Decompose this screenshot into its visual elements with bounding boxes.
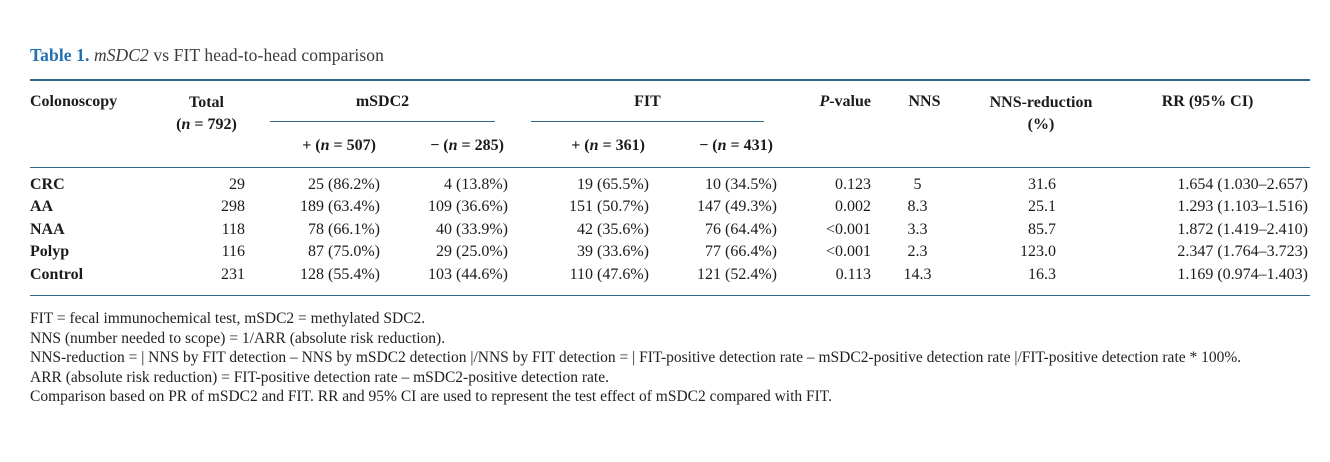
cell-naa-fit-pos: 42 (35.6%) (577, 220, 649, 238)
cell-control-msdc2-neg: 103 (44.6%) (428, 265, 508, 283)
row-label-crc: CRC (30, 176, 65, 193)
col-group-fit-label: FIT (531, 92, 764, 122)
footnote-abbreviations: FIT = fecal immunochemical test, mSDC2 =… (30, 310, 426, 328)
row-label-control: Control (30, 265, 84, 283)
col-header-total-line2: (n = 792) (176, 116, 237, 133)
cell-crc-nns-reduction: 31.6 (1028, 176, 1056, 193)
caption-text: vs FIT head-to-head comparison (148, 45, 384, 65)
cell-crc-msdc2-pos: 25 (86.2%) (308, 176, 380, 193)
cell-aa-nns: 8.3 (907, 198, 928, 216)
table-top-rule (30, 79, 1310, 81)
cell-naa-nns: 3.3 (907, 220, 928, 238)
col-header-msdc2-positive: + (n = 507) (302, 137, 376, 154)
cell-polyp-rr: 2.347 (1.764–3.723) (1177, 243, 1308, 261)
cell-crc-pvalue: 0.123 (835, 176, 871, 193)
table-header: Colonoscopy Total (n = 792) mSDC2 FIT + … (30, 81, 1310, 167)
cell-aa-msdc2-pos: 189 (63.4%) (300, 198, 380, 216)
table-footnotes: FIT = fecal immunochemical test, mSDC2 =… (30, 309, 1310, 407)
row-label-aa: AA (30, 198, 54, 216)
table-bottom-rule (30, 295, 1310, 297)
cell-aa-rr: 1.293 (1.103–1.516) (1177, 198, 1308, 216)
col-header-nns-reduction: NNS-reduction (%) (977, 81, 1105, 136)
col-header-pvalue: P-value (819, 93, 871, 110)
cell-aa-total: 298 (221, 198, 245, 216)
footnote-comparison-note: Comparison based on PR of mSDC2 and FIT.… (30, 388, 832, 406)
cell-polyp-total: 116 (221, 243, 245, 261)
col-header-fit-negative: − (n = 431) (699, 137, 773, 154)
col-group-msdc2-label: mSDC2 (270, 92, 495, 122)
col-header-nns-reduction-line2: (%) (1027, 116, 1055, 133)
col-header-nns: NNS (908, 93, 941, 110)
cell-aa-pvalue: 0.002 (835, 198, 871, 216)
cell-control-total: 231 (221, 265, 245, 283)
row-label-naa: NAA (30, 220, 65, 238)
cell-aa-msdc2-neg: 109 (36.6%) (428, 198, 508, 216)
cell-naa-msdc2-pos: 78 (66.1%) (308, 220, 380, 238)
cell-aa-nns-reduction: 25.1 (1028, 198, 1056, 216)
cell-aa-fit-pos: 151 (50.7%) (569, 198, 649, 216)
cell-polyp-nns: 2.3 (907, 243, 928, 261)
cell-polyp-nns-reduction: 123.0 (1020, 243, 1056, 261)
col-group-msdc2: mSDC2 (248, 81, 509, 122)
cell-naa-rr: 1.872 (1.419–2.410) (1177, 220, 1308, 238)
footnote-nns-definition: NNS (number needed to scope) = 1/ARR (ab… (30, 329, 446, 347)
col-header-rr: RR (95% CI) (1161, 93, 1254, 110)
cell-polyp-pvalue: <0.001 (825, 243, 871, 261)
caption-gene-name: mSDC2 (89, 45, 149, 65)
cell-naa-pvalue: <0.001 (825, 220, 871, 238)
col-group-fit: FIT (509, 81, 778, 122)
cell-control-fit-pos: 110 (47.6%) (569, 265, 649, 283)
col-header-fit-positive: + (n = 361) (571, 137, 645, 154)
cell-naa-msdc2-neg: 40 (33.9%) (436, 220, 508, 238)
cell-crc-nns: 5 (913, 176, 922, 193)
cell-polyp-msdc2-neg: 29 (25.0%) (436, 243, 508, 261)
footnote-arr-definition: ARR (absolute risk reduction) = FIT-posi… (30, 368, 609, 386)
table-number: Table 1. (30, 45, 90, 65)
table-caption: Table 1. mSDC2 vs FIT head-to-head compa… (30, 44, 1310, 66)
cell-aa-fit-neg: 147 (49.3%) (697, 198, 777, 216)
cell-crc-fit-pos: 19 (65.5%) (577, 176, 649, 193)
table-body: CRC 29 25 (86.2%) 4 (13.8%) 19 (65.5%) 1… (30, 168, 1310, 295)
cell-polyp-fit-neg: 77 (66.4%) (705, 243, 777, 261)
cell-crc-fit-neg: 10 (34.5%) (705, 176, 777, 193)
cell-control-fit-neg: 121 (52.4%) (697, 265, 777, 283)
cell-crc-total: 29 (229, 176, 245, 193)
footnote-nns-reduction-definition: NNS-reduction = | NNS by FIT detection –… (30, 349, 1242, 367)
table-header-rule (30, 167, 1310, 168)
cell-polyp-msdc2-pos: 87 (75.0%) (308, 243, 380, 261)
cell-naa-total: 118 (221, 220, 245, 238)
cell-polyp-fit-pos: 39 (33.6%) (577, 243, 649, 261)
cell-control-msdc2-pos: 128 (55.4%) (300, 265, 380, 283)
cell-crc-msdc2-neg: 4 (13.8%) (444, 176, 508, 193)
cell-naa-nns-reduction: 85.7 (1028, 220, 1056, 238)
cell-control-pvalue: 0.113 (835, 265, 871, 283)
cell-control-nns-reduction: 16.3 (1028, 265, 1056, 283)
row-label-polyp: Polyp (30, 243, 70, 261)
col-header-total: Total (n = 792) (165, 81, 248, 136)
cell-control-rr: 1.169 (0.974–1.403) (1177, 265, 1308, 283)
cell-control-nns: 14.3 (903, 265, 932, 283)
col-header-colonoscopy: Colonoscopy (30, 93, 118, 110)
cell-crc-rr: 1.654 (1.030–2.657) (1177, 176, 1308, 193)
cell-naa-fit-neg: 76 (64.4%) (705, 220, 777, 238)
col-header-msdc2-negative: − (n = 285) (430, 137, 504, 154)
col-header-total-line1: Total (189, 94, 224, 111)
col-header-nns-reduction-line1: NNS-reduction (989, 94, 1093, 111)
